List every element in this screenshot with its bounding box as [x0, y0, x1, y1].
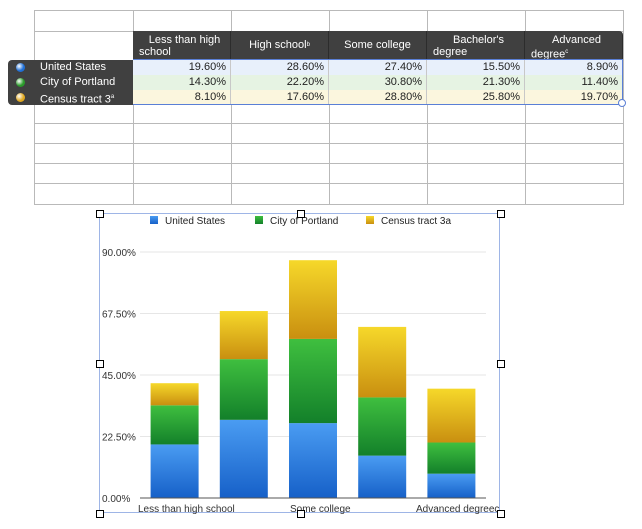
grid-line-h [34, 10, 623, 11]
chart-frame[interactable]: 0.00% 22.50% 45.00% 67.50% 90.00% Less than h… [96, 210, 505, 518]
grid-line-h [34, 183, 623, 184]
table-cell[interactable]: 19.60% [133, 60, 231, 75]
bar-census-tract-3a [150, 383, 199, 406]
column-header[interactable]: Bachelor's degree [427, 31, 525, 59]
y-tick-label: 67.50% [102, 310, 136, 321]
selection-border-right [622, 59, 623, 104]
legend-swatch [150, 216, 158, 224]
legend-swatch [255, 216, 263, 224]
header-line-1: Less than high [148, 34, 221, 46]
grid-line-h [34, 143, 623, 144]
bar-united-states [219, 419, 268, 498]
grid-line-v [231, 10, 232, 205]
y-tick-label: 45.00% [102, 371, 136, 382]
y-tick-label: 0.00% [102, 494, 130, 505]
table-cell[interactable]: 21.30% [427, 75, 525, 90]
grid-line-v [34, 10, 35, 205]
bar-city-of-portland [289, 338, 337, 424]
header-line-1: Advanced [552, 34, 601, 46]
legend-label: City of Portland [270, 216, 338, 227]
legend-label: Census tract 3a [381, 216, 451, 227]
grid-line-v [525, 10, 526, 205]
table-cell[interactable]: 8.90% [525, 60, 623, 75]
header-line-2: degreec [531, 48, 569, 61]
grid-line-h [34, 204, 623, 205]
table-cell[interactable]: 27.40% [329, 60, 427, 75]
bar-census-tract-3a [427, 388, 476, 443]
y-tick-label: 22.50% [102, 433, 136, 444]
chart-resize-handle[interactable] [297, 210, 305, 218]
header-text: Some college [344, 39, 411, 51]
column-header[interactable]: High school b [231, 31, 329, 59]
header-text: High school [249, 39, 307, 51]
x-tick-label: Less than high school [138, 504, 235, 514]
table-cell[interactable]: 17.60% [231, 90, 329, 105]
stacked-bar-chart: 0.00% 22.50% 45.00% 67.50% 90.00% Less than h… [102, 216, 499, 514]
bar-city-of-portland [219, 359, 268, 420]
grid-line-v [133, 10, 134, 205]
selection-border-bottom [133, 104, 623, 105]
table-cell[interactable]: 25.80% [427, 90, 525, 105]
table-cell[interactable]: 28.60% [231, 60, 329, 75]
chart-resize-handle[interactable] [497, 360, 505, 368]
grid-line-v [329, 10, 330, 205]
bar-census-tract-3a [358, 326, 407, 398]
census-tract-dot-icon [16, 93, 25, 102]
city-of-portland-dot-icon [16, 78, 25, 87]
selection-resize-handle[interactable] [618, 99, 626, 107]
chart-resize-handle[interactable] [297, 510, 305, 518]
chart-resize-handle[interactable] [96, 360, 104, 368]
selection-border-top [133, 59, 623, 60]
bar-united-states [427, 473, 476, 498]
chart-resize-handle[interactable] [96, 210, 104, 218]
united-states-dot-icon [16, 63, 25, 72]
table-cell[interactable]: 30.80% [329, 75, 427, 90]
chart-resize-handle[interactable] [497, 510, 505, 518]
x-tick-label: Some college [290, 504, 351, 514]
spreadsheet-table[interactable]: Less than high school High school b Some col… [0, 0, 642, 210]
header-line-2: degree [433, 46, 468, 58]
row-label[interactable]: City of Portland [8, 75, 133, 90]
bar-united-states [289, 423, 337, 498]
header-line-2: school [139, 46, 171, 58]
bar-census-tract-3a [219, 311, 268, 360]
bar-city-of-portland [150, 405, 199, 445]
chart-resize-handle[interactable] [96, 510, 104, 518]
bar-census-tract-3a [289, 260, 337, 339]
row-label[interactable]: United States [8, 60, 133, 75]
table-cell[interactable]: 11.40% [525, 75, 623, 90]
column-header[interactable]: Less than high school [133, 31, 231, 59]
chart-resize-handle[interactable] [497, 210, 505, 218]
bar-city-of-portland [358, 397, 407, 456]
bar-city-of-portland [427, 442, 476, 474]
table-cell[interactable]: 19.70% [525, 90, 623, 105]
column-header[interactable]: Advanced degreec [525, 31, 623, 61]
bar-united-states [150, 444, 199, 498]
table-cell[interactable]: 22.20% [231, 75, 329, 90]
table-cell[interactable]: 8.10% [133, 90, 231, 105]
table-cell[interactable]: 14.30% [133, 75, 231, 90]
footnote-marker: b [306, 42, 310, 48]
row-label-text: Census tract 3 [40, 93, 111, 106]
bar-united-states [358, 455, 407, 498]
table-cell[interactable]: 28.80% [329, 90, 427, 105]
grid-line-v [623, 10, 624, 205]
column-header[interactable]: Some college [329, 31, 427, 59]
table-cell[interactable]: 15.50% [427, 60, 525, 75]
footnote-marker: a [110, 94, 115, 100]
legend-label: United States [165, 216, 225, 227]
footnote-marker: c [565, 49, 569, 55]
x-tick-label: Advanced degreec [416, 504, 499, 514]
y-tick-label: 90.00% [102, 248, 136, 259]
row-label[interactable]: Census tract 3a [8, 90, 133, 106]
legend-swatch [366, 216, 374, 224]
row-label-text: City of Portland [40, 76, 116, 88]
header-line-1: Bachelor's [452, 34, 504, 46]
row-label-text: United States [40, 61, 107, 73]
grid-line-v [427, 10, 428, 205]
grid-line-h [34, 123, 623, 124]
grid-line-h [34, 163, 623, 164]
